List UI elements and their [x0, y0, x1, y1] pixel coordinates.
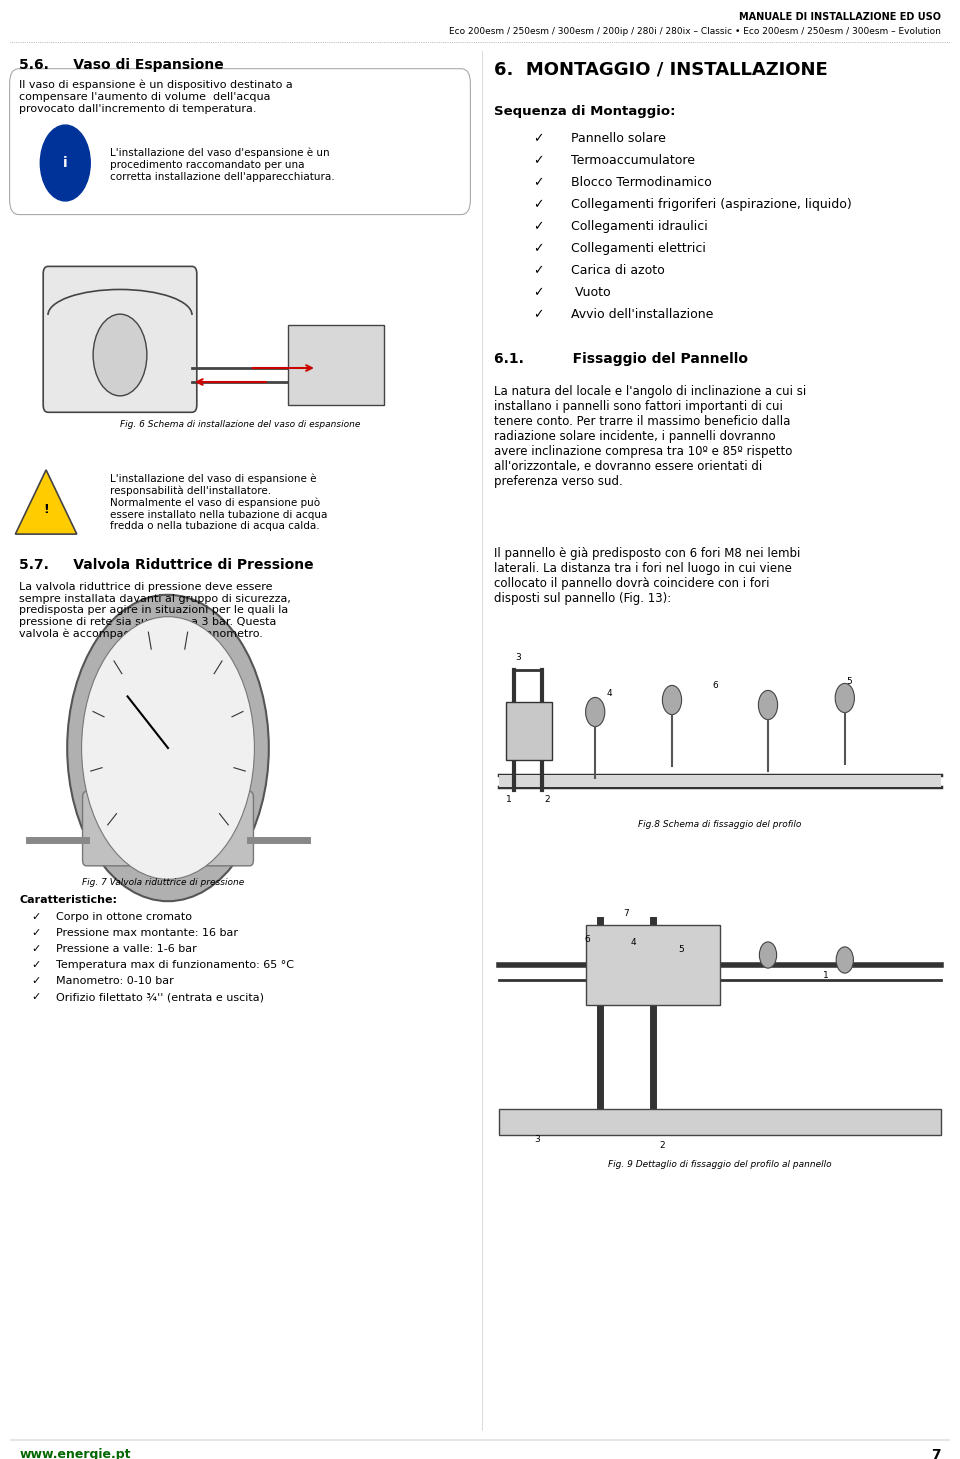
- FancyBboxPatch shape: [10, 69, 470, 214]
- Text: 5: 5: [847, 677, 852, 687]
- Text: Il pannello è già predisposto con 6 fori M8 nei lembi
laterali. La distanza tra : Il pannello è già predisposto con 6 fori…: [494, 547, 801, 605]
- Text: Fig. 9 Dettaglio di fissaggio del profilo al pannello: Fig. 9 Dettaglio di fissaggio del profil…: [609, 1160, 831, 1169]
- Text: www.energie.pt: www.energie.pt: [19, 1447, 131, 1459]
- Text: MANUALE DI INSTALLAZIONE ED USO: MANUALE DI INSTALLAZIONE ED USO: [739, 12, 941, 22]
- Circle shape: [40, 125, 90, 201]
- Text: Il vaso di espansione è un dispositivo destinato a
compensare l'aumento di volum: Il vaso di espansione è un dispositivo d…: [19, 80, 293, 114]
- Text: 5: 5: [679, 945, 684, 954]
- Text: 1: 1: [506, 795, 512, 804]
- Circle shape: [759, 943, 777, 969]
- Text: ✓: ✓: [32, 944, 41, 954]
- Circle shape: [758, 690, 778, 719]
- Text: Manometro: 0-10 bar: Manometro: 0-10 bar: [56, 976, 174, 986]
- FancyBboxPatch shape: [83, 791, 253, 865]
- Text: ✓: ✓: [533, 308, 543, 321]
- Text: Collegamenti elettrici: Collegamenti elettrici: [571, 242, 706, 255]
- Text: ✓: ✓: [533, 264, 543, 277]
- FancyBboxPatch shape: [586, 925, 720, 1005]
- Text: 5.6.     Vaso di Espansione: 5.6. Vaso di Espansione: [19, 58, 224, 71]
- Text: Pressione a valle: 1-6 bar: Pressione a valle: 1-6 bar: [56, 944, 197, 954]
- Text: Fig. 7 Valvola riduttrice di pressione: Fig. 7 Valvola riduttrice di pressione: [82, 878, 245, 887]
- Text: 1: 1: [823, 970, 828, 979]
- Text: 6: 6: [585, 935, 590, 944]
- Text: Eco 200esm / 250esm / 300esm / 200ip / 280i / 280ix – Classic • Eco 200esm / 250: Eco 200esm / 250esm / 300esm / 200ip / 2…: [449, 28, 941, 36]
- Text: Fig.8 Schema di fissaggio del profilo: Fig.8 Schema di fissaggio del profilo: [638, 820, 802, 829]
- Text: Orifizio filettato ¾'' (entrata e uscita): Orifizio filettato ¾'' (entrata e uscita…: [56, 992, 264, 1002]
- Text: La natura del locale e l'angolo di inclinazione a cui si
installano i pannelli s: La natura del locale e l'angolo di incli…: [494, 385, 806, 487]
- Text: ✓: ✓: [533, 220, 543, 233]
- Text: Collegamenti idraulici: Collegamenti idraulici: [571, 220, 708, 233]
- Text: 3: 3: [535, 1135, 540, 1144]
- Text: ✓: ✓: [533, 155, 543, 166]
- Text: 3: 3: [516, 654, 521, 662]
- FancyBboxPatch shape: [506, 702, 552, 760]
- Text: ✓: ✓: [533, 286, 543, 299]
- Text: 7: 7: [931, 1447, 941, 1459]
- Text: La valvola riduttrice di pressione deve essere
sempre installata davanti al grup: La valvola riduttrice di pressione deve …: [19, 582, 291, 639]
- Text: Fig. 6 Schema di installazione del vaso di espansione: Fig. 6 Schema di installazione del vaso …: [120, 420, 360, 429]
- Circle shape: [662, 686, 682, 715]
- Text: Pressione max montante: 16 bar: Pressione max montante: 16 bar: [56, 928, 238, 938]
- Bar: [288, 325, 384, 406]
- Text: Temperatura max di funzionamento: 65 °C: Temperatura max di funzionamento: 65 °C: [56, 960, 294, 970]
- Text: !: !: [43, 503, 49, 516]
- Text: ✓: ✓: [533, 242, 543, 255]
- FancyBboxPatch shape: [499, 1109, 941, 1135]
- Circle shape: [836, 947, 853, 973]
- Circle shape: [93, 314, 147, 395]
- Text: 2: 2: [660, 1141, 665, 1150]
- Circle shape: [82, 617, 254, 880]
- Text: 6.  MONTAGGIO / INSTALLAZIONE: 6. MONTAGGIO / INSTALLAZIONE: [494, 60, 828, 77]
- Text: 4: 4: [631, 938, 636, 947]
- Text: 4: 4: [607, 689, 612, 697]
- Text: 7: 7: [623, 909, 629, 918]
- Bar: [499, 775, 941, 786]
- Text: 6: 6: [712, 680, 718, 690]
- Text: L'installazione del vaso d'espansione è un
procedimento raccomandato per una
cor: L'installazione del vaso d'espansione è …: [110, 147, 335, 182]
- Circle shape: [835, 683, 854, 712]
- Circle shape: [586, 697, 605, 727]
- Polygon shape: [15, 470, 77, 534]
- Text: Collegamenti frigoriferi (aspirazione, liquido): Collegamenti frigoriferi (aspirazione, l…: [571, 198, 852, 212]
- Text: ✓: ✓: [533, 198, 543, 212]
- Text: Carica di azoto: Carica di azoto: [571, 264, 665, 277]
- Text: 6.1.          Fissaggio del Pannello: 6.1. Fissaggio del Pannello: [494, 352, 749, 366]
- Text: Sequenza di Montaggio:: Sequenza di Montaggio:: [494, 105, 676, 118]
- Text: ✓: ✓: [32, 912, 41, 922]
- Text: Blocco Termodinamico: Blocco Termodinamico: [571, 177, 712, 190]
- Text: Pannello solare: Pannello solare: [571, 131, 666, 144]
- Text: ✓: ✓: [32, 976, 41, 986]
- Text: ✓: ✓: [32, 928, 41, 938]
- Text: Termoaccumulatore: Termoaccumulatore: [571, 155, 695, 166]
- Text: Caratteristiche:: Caratteristiche:: [19, 894, 117, 905]
- Text: 2: 2: [544, 795, 550, 804]
- Circle shape: [67, 595, 269, 902]
- Text: ✓: ✓: [32, 992, 41, 1002]
- Text: ✓: ✓: [533, 177, 543, 190]
- Text: 5.7.     Valvola Riduttrice di Pressione: 5.7. Valvola Riduttrice di Pressione: [19, 557, 314, 572]
- Text: ✓: ✓: [32, 960, 41, 970]
- Text: Avvio dell'installazione: Avvio dell'installazione: [571, 308, 713, 321]
- FancyBboxPatch shape: [43, 267, 197, 413]
- Text: Corpo in ottone cromato: Corpo in ottone cromato: [56, 912, 192, 922]
- Text: L'installazione del vaso di espansione è
responsabilità dell'installatore.
Norma: L'installazione del vaso di espansione è…: [110, 473, 327, 531]
- Text: i: i: [63, 156, 67, 171]
- Text: Vuoto: Vuoto: [571, 286, 611, 299]
- Text: ✓: ✓: [533, 131, 543, 144]
